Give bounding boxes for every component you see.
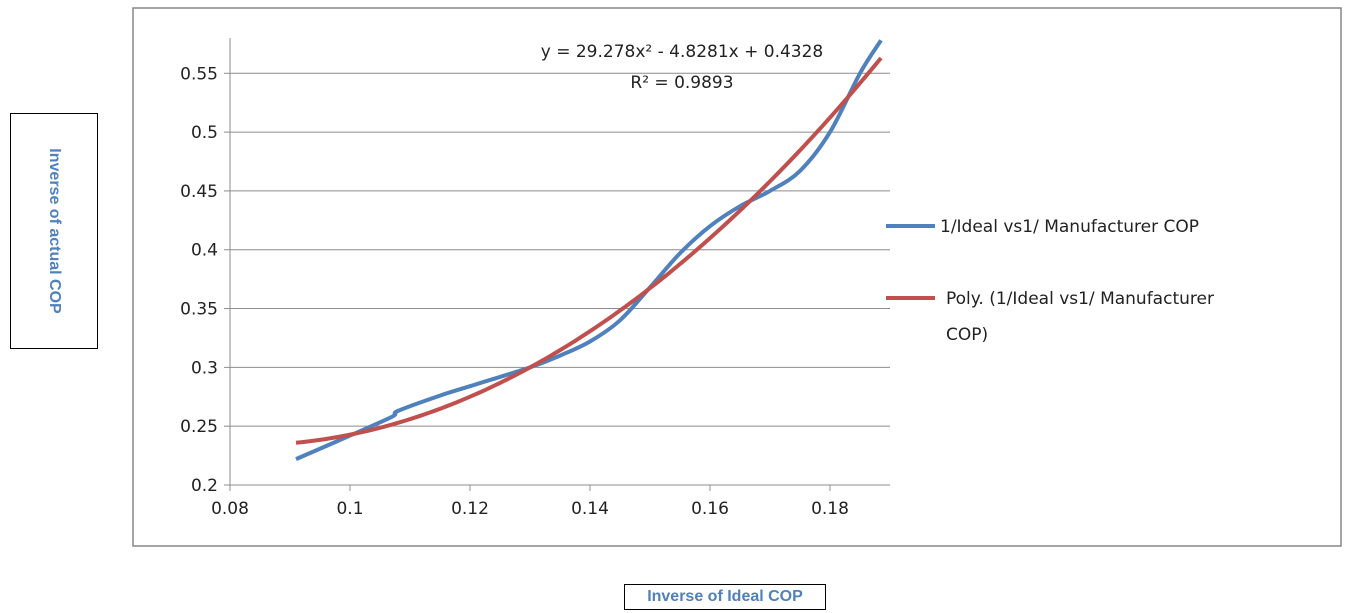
y-tick-label: 0.3	[191, 358, 218, 378]
x-tick-labels: 0.08 0.1 0.12 0.14 0.16 0.18	[211, 499, 849, 519]
y-tick-label: 0.5	[191, 123, 218, 143]
y-tick-label: 0.45	[180, 182, 218, 202]
y-tick-label: 0.2	[191, 476, 218, 496]
legend: 1/Ideal vs1/ Manufacturer COP Poly. (1/I…	[886, 217, 1214, 345]
annotation-group: y = 29.278x² - 4.8281x + 0.4328 R² = 0.9…	[541, 42, 824, 93]
grid-lines	[230, 72, 890, 427]
x-tick-label: 0.1	[336, 499, 363, 519]
axes	[224, 38, 890, 491]
legend-label-series-2-line-2: COP)	[946, 325, 988, 345]
y-tick-label: 0.55	[180, 64, 218, 84]
x-tick-label: 0.16	[691, 499, 729, 519]
x-axis-title-box: Inverse of Ideal COP	[624, 584, 826, 610]
x-axis-title: Inverse of Ideal COP	[647, 588, 803, 605]
legend-label-series-1: 1/Ideal vs1/ Manufacturer COP	[940, 217, 1199, 237]
series-group	[295, 39, 883, 461]
chart-area-border	[132, 7, 1342, 547]
trendline-equation: y = 29.278x² - 4.8281x + 0.4328	[541, 42, 824, 62]
series-line-actual	[295, 39, 883, 461]
series-line-trendline	[295, 56, 883, 445]
y-tick-label: 0.25	[180, 417, 218, 437]
y-axis-title: Inverse of actual COP	[46, 148, 63, 314]
x-tick-label: 0.18	[811, 499, 849, 519]
x-tick-label: 0.14	[571, 499, 609, 519]
trendline-r-squared: R² = 0.9893	[630, 73, 733, 93]
x-tick-label: 0.08	[211, 499, 249, 519]
x-tick-label: 0.12	[451, 499, 489, 519]
y-axis-title-box: Inverse of actual COP	[10, 113, 98, 349]
y-tick-label: 0.4	[191, 241, 218, 261]
y-tick-labels: 0.2 0.25 0.3 0.35 0.4 0.45 0.5 0.55	[180, 64, 218, 496]
y-tick-label: 0.35	[180, 300, 218, 320]
legend-label-series-2-line-1: Poly. (1/Ideal vs1/ Manufacturer	[946, 289, 1214, 309]
